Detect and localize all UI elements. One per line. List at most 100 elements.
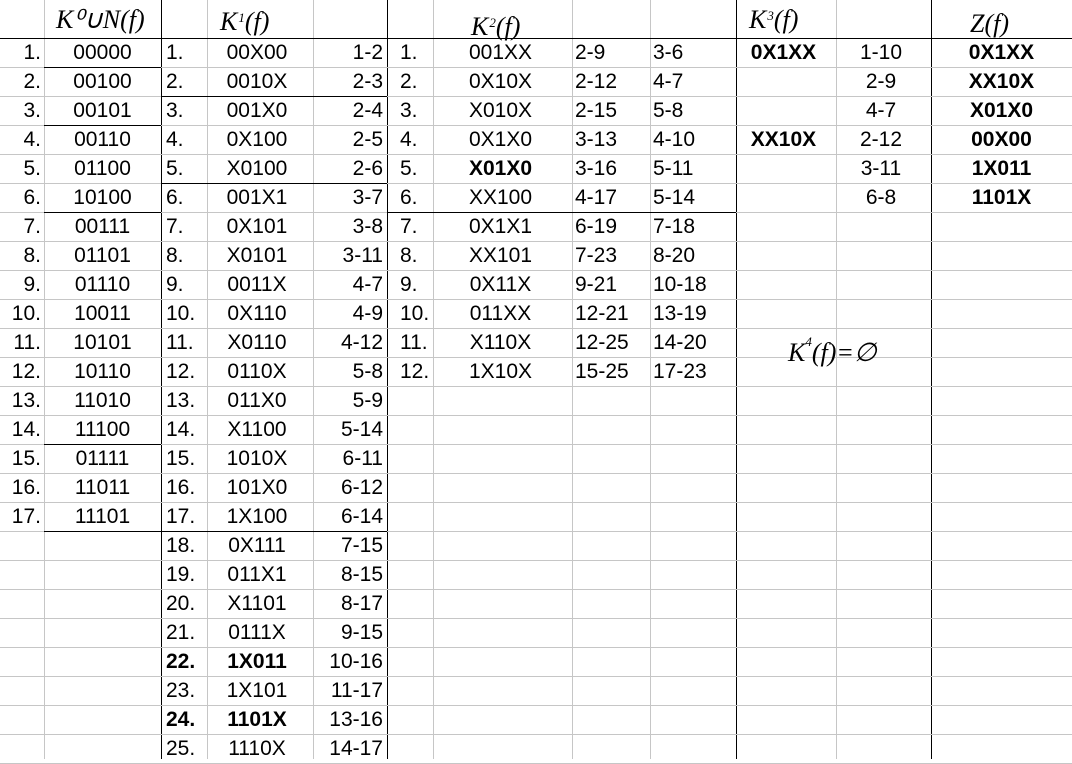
k1-source-pair[interactable]: 2-3 bbox=[352, 70, 383, 93]
k1-row-index[interactable]: 8. bbox=[166, 244, 184, 267]
k1-row-index[interactable]: 11. bbox=[166, 331, 194, 354]
k0-row-index[interactable]: 4. bbox=[23, 128, 41, 151]
k2-term[interactable]: 0X11X bbox=[469, 273, 532, 296]
k2-row-index[interactable]: 2. bbox=[400, 70, 418, 93]
z-prime-implicant[interactable]: XX10X bbox=[968, 70, 1035, 93]
k0-row-index[interactable]: 10. bbox=[11, 302, 41, 325]
k1-source-pair[interactable]: 4-9 bbox=[352, 302, 383, 325]
k1-row-index[interactable]: 12. bbox=[166, 360, 196, 383]
k0-row-index[interactable]: 6. bbox=[23, 186, 41, 209]
k1-term[interactable]: 101X0 bbox=[226, 476, 288, 499]
k1-source-pair[interactable]: 10-16 bbox=[329, 650, 383, 673]
k2-source-pair-2[interactable]: 5-8 bbox=[653, 99, 684, 122]
z-prime-implicant[interactable]: 00X00 bbox=[971, 128, 1032, 151]
k2-row-index[interactable]: 11. bbox=[400, 331, 428, 354]
k2-term[interactable]: XX101 bbox=[468, 244, 533, 267]
z-prime-implicant[interactable]: 1101X bbox=[971, 186, 1032, 209]
k2-term[interactable]: X010X bbox=[468, 99, 533, 122]
k1-term[interactable]: 011X0 bbox=[227, 389, 287, 412]
k2-source-pair-2[interactable]: 5-14 bbox=[653, 186, 696, 209]
k3-term[interactable] bbox=[736, 96, 831, 125]
k1-source-pair[interactable]: 2-6 bbox=[352, 157, 383, 180]
k1-row-index[interactable]: 10. bbox=[166, 302, 196, 325]
k0-term[interactable]: 01101 bbox=[74, 244, 131, 267]
k1-row-index[interactable]: 19. bbox=[166, 563, 196, 586]
k0-row-index[interactable]: 12. bbox=[11, 360, 41, 383]
k1-source-pair[interactable]: 5-8 bbox=[352, 360, 383, 383]
k1-row-index[interactable]: 15. bbox=[166, 447, 196, 470]
k2-term[interactable]: 0X10X bbox=[468, 70, 533, 93]
k2-source-pair-2[interactable]: 17-23 bbox=[653, 360, 707, 383]
k1-term[interactable]: 0X101 bbox=[226, 215, 288, 238]
k0-term[interactable]: 00101 bbox=[73, 99, 132, 122]
k1-term[interactable]: 0011X bbox=[227, 273, 287, 296]
k1-source-pair[interactable]: 5-14 bbox=[340, 418, 383, 441]
k0-row-index[interactable]: 3. bbox=[23, 99, 41, 122]
k0-row-index[interactable]: 16. bbox=[11, 476, 41, 499]
k1-source-pair[interactable]: 3-8 bbox=[352, 215, 383, 238]
k0-row-index[interactable]: 9. bbox=[23, 273, 41, 296]
k1-term[interactable]: 1X100 bbox=[226, 505, 288, 528]
k1-row-index[interactable]: 14. bbox=[166, 418, 196, 441]
k0-term[interactable]: 10011 bbox=[74, 302, 131, 325]
k2-row-index[interactable]: 3. bbox=[400, 99, 418, 122]
k1-term[interactable]: 00X00 bbox=[226, 41, 288, 64]
k2-term[interactable]: 0X1X1 bbox=[468, 215, 533, 238]
k2-source-pair-2[interactable]: 4-7 bbox=[653, 70, 684, 93]
k1-row-index[interactable]: 5. bbox=[166, 157, 184, 180]
k2-source-pair-2[interactable]: 14-20 bbox=[653, 331, 707, 354]
k1-source-pair[interactable]: 11-17 bbox=[330, 679, 383, 702]
k0-term[interactable]: 01111 bbox=[75, 447, 130, 470]
k3-term[interactable] bbox=[736, 154, 831, 183]
k2-source-pair-1[interactable]: 7-23 bbox=[575, 244, 618, 267]
k1-term[interactable]: 0110X bbox=[227, 360, 287, 383]
k2-term[interactable]: 001XX bbox=[468, 41, 533, 64]
k2-term[interactable]: X110X bbox=[469, 331, 532, 354]
k1-row-index[interactable]: 7. bbox=[166, 215, 184, 238]
k1-term[interactable]: 1010X bbox=[226, 447, 288, 470]
k1-term[interactable]: X1101 bbox=[227, 592, 287, 615]
k1-source-pair[interactable]: 8-15 bbox=[340, 563, 383, 586]
k1-term[interactable]: X1100 bbox=[227, 418, 287, 441]
k3-source-pair[interactable]: 2-12 bbox=[859, 128, 903, 151]
k2-source-pair-1[interactable]: 4-17 bbox=[575, 186, 618, 209]
k3-term[interactable]: 0X1XX bbox=[750, 41, 817, 64]
k2-term[interactable]: 1X10X bbox=[468, 360, 533, 383]
k2-source-pair-2[interactable]: 8-20 bbox=[653, 244, 696, 267]
k3-term[interactable] bbox=[736, 67, 831, 96]
k0-term[interactable]: 01110 bbox=[74, 273, 131, 296]
k0-row-index[interactable]: 2. bbox=[23, 70, 41, 93]
k3-source-pair[interactable]: 4-7 bbox=[865, 99, 897, 122]
k1-row-index[interactable]: 22. bbox=[166, 650, 196, 673]
k2-source-pair-1[interactable]: 15-25 bbox=[575, 360, 629, 383]
k1-source-pair[interactable]: 13-16 bbox=[329, 708, 383, 731]
k2-source-pair-1[interactable]: 6-19 bbox=[575, 215, 618, 238]
k1-term[interactable]: 1101X bbox=[227, 708, 287, 731]
k1-term[interactable]: 001X0 bbox=[226, 99, 288, 122]
k3-source-pair[interactable]: 3-11 bbox=[860, 157, 902, 180]
k1-source-pair[interactable]: 14-17 bbox=[329, 737, 383, 760]
k1-row-index[interactable]: 25. bbox=[166, 737, 196, 760]
k1-source-pair[interactable]: 1-2 bbox=[352, 41, 383, 64]
k0-term[interactable]: 01100 bbox=[74, 157, 131, 180]
k2-source-pair-1[interactable]: 12-21 bbox=[575, 302, 629, 325]
k2-term[interactable]: 0X1X0 bbox=[468, 128, 533, 151]
k2-source-pair-1[interactable]: 3-16 bbox=[575, 157, 618, 180]
k1-term[interactable]: 0010X bbox=[226, 70, 288, 93]
k1-source-pair[interactable]: 9-15 bbox=[340, 621, 383, 644]
k0-term[interactable]: 00111 bbox=[74, 215, 131, 238]
k2-row-index[interactable]: 4. bbox=[400, 128, 418, 151]
k1-row-index[interactable]: 24. bbox=[166, 708, 196, 731]
k0-row-index[interactable]: 1. bbox=[23, 41, 41, 64]
k2-source-pair-1[interactable]: 2-12 bbox=[575, 70, 618, 93]
k1-row-index[interactable]: 20. bbox=[166, 592, 196, 615]
k1-row-index[interactable]: 6. bbox=[166, 186, 184, 209]
k0-row-index[interactable]: 11. bbox=[13, 331, 41, 354]
k1-row-index[interactable]: 4. bbox=[166, 128, 184, 151]
k0-term[interactable]: 00110 bbox=[74, 128, 131, 151]
k1-source-pair[interactable]: 7-15 bbox=[340, 534, 383, 557]
k2-source-pair-1[interactable]: 2-15 bbox=[575, 99, 618, 122]
k2-source-pair-1[interactable]: 2-9 bbox=[575, 41, 606, 64]
k1-term[interactable]: 1X101 bbox=[226, 679, 288, 702]
k1-source-pair[interactable]: 6-12 bbox=[340, 476, 383, 499]
